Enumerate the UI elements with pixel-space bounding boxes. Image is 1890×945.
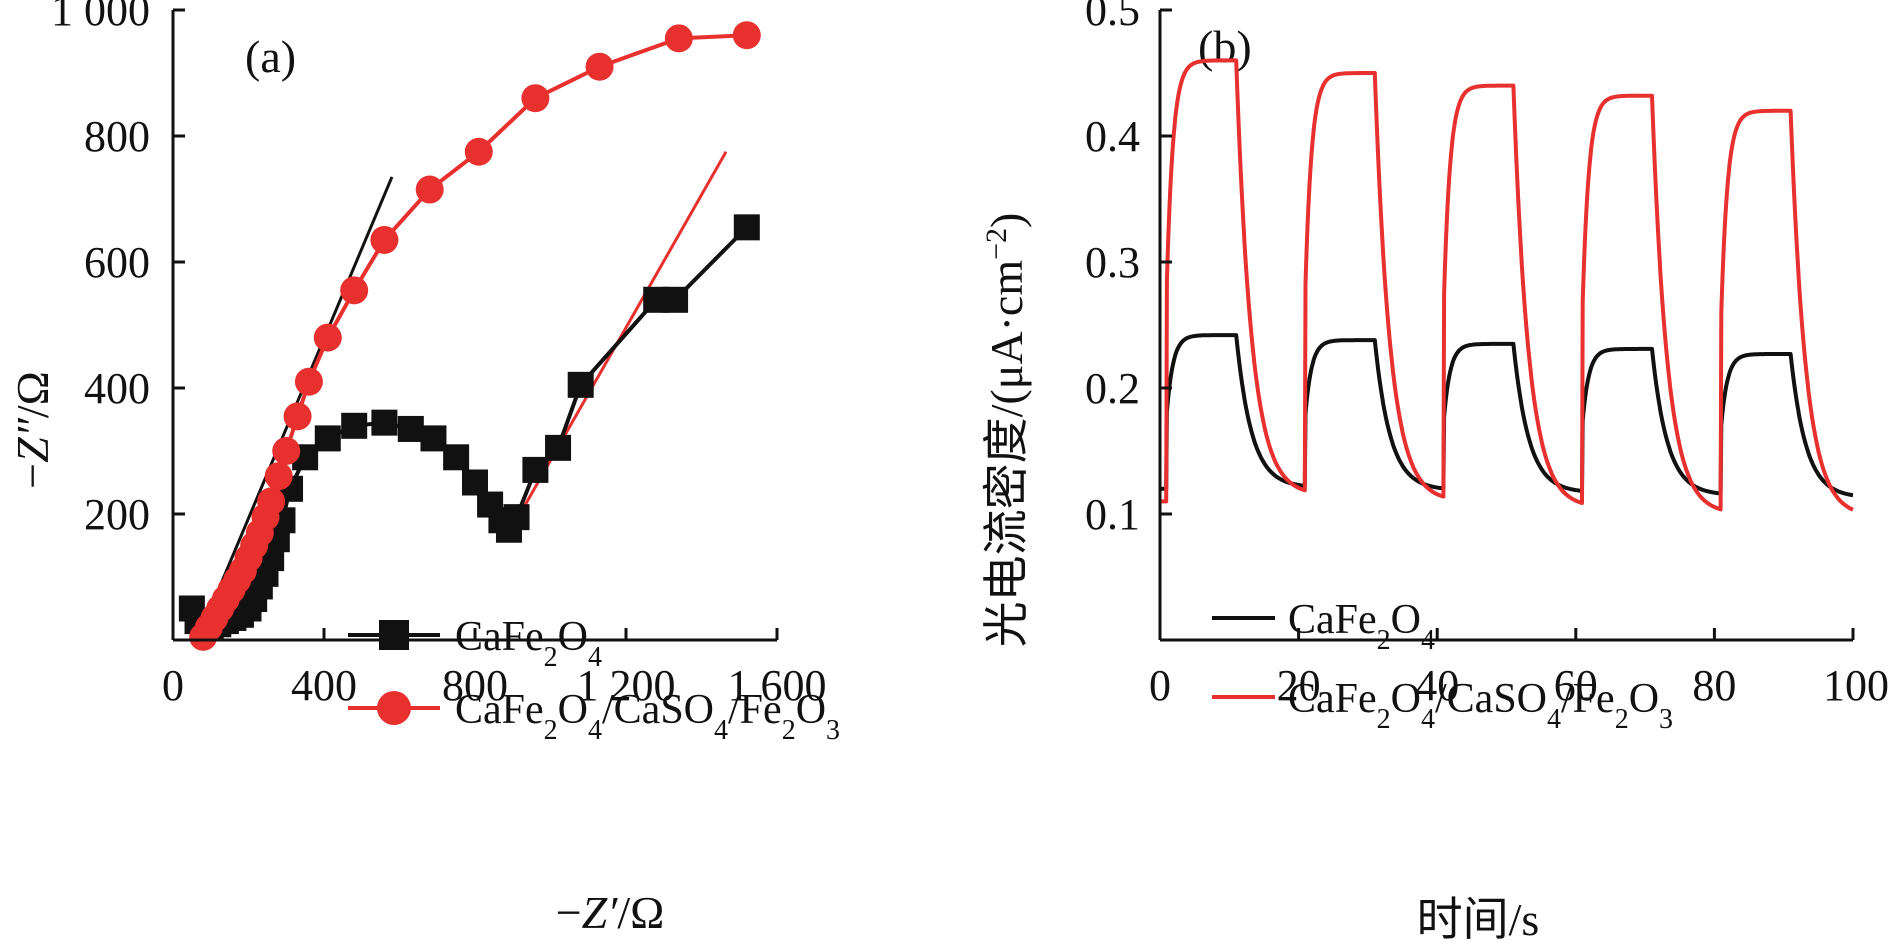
y-tick-label-b: 0.5 bbox=[1085, 0, 1140, 35]
legend-a-label-1: CaFe2O4 bbox=[455, 614, 602, 673]
data-point bbox=[464, 137, 493, 166]
x-tick-label-a: 400 bbox=[291, 661, 357, 710]
series-b-2 bbox=[1158, 58, 1855, 512]
chart-panel-a: (a) 0 400 800 1 200 1 600 200 400 600 800 1 000 C… bbox=[7, 0, 840, 938]
x-axis-title-b: 时间/s bbox=[1417, 894, 1540, 945]
series-a-2 bbox=[189, 21, 761, 651]
data-point bbox=[662, 286, 689, 313]
data-point bbox=[264, 462, 293, 491]
data-point bbox=[272, 437, 301, 465]
data-point bbox=[415, 175, 444, 204]
x-tick-label-b: 20 bbox=[1277, 661, 1321, 710]
y-axis-title-b: 光电流密度/(μA·cm−2) bbox=[980, 213, 1033, 648]
x-axis-title-a: −Z′/Ω bbox=[556, 887, 665, 938]
y-tick-label-a: 800 bbox=[84, 112, 150, 161]
x-tick-label-b: 0 bbox=[1149, 661, 1171, 710]
data-point bbox=[545, 434, 572, 461]
data-point bbox=[420, 425, 447, 452]
x-tick-label-a: 1 600 bbox=[728, 661, 827, 710]
legend-b: CaFe2O4 CaFe2O4/CaSO4/Fe2O3 bbox=[1212, 597, 1673, 735]
data-point bbox=[522, 456, 549, 483]
data-point bbox=[733, 214, 760, 241]
data-point bbox=[732, 21, 761, 50]
data-point bbox=[503, 504, 530, 531]
panel-b-label: (b) bbox=[1198, 21, 1252, 72]
y-tick-label-a: 600 bbox=[84, 238, 150, 287]
data-point bbox=[664, 24, 693, 53]
data-point bbox=[443, 444, 470, 471]
data-point bbox=[257, 487, 286, 516]
data-point bbox=[314, 425, 341, 452]
series-a-1 bbox=[178, 214, 760, 641]
legend-a: CaFe2O4 CaFe2O4/CaSO4/Fe2O3 bbox=[348, 614, 840, 746]
x-tick-label-b: 100 bbox=[1823, 661, 1889, 710]
y-tick-label-b: 0.2 bbox=[1085, 364, 1140, 413]
data-point bbox=[567, 371, 594, 398]
y-tick-label-a: 1 000 bbox=[51, 0, 150, 35]
x-tick-label-b: 60 bbox=[1554, 661, 1598, 710]
data-point bbox=[341, 412, 368, 439]
y-tick-label-a: 200 bbox=[84, 490, 150, 539]
y-tick-label-b: 0.3 bbox=[1085, 238, 1140, 287]
x-tick-label-a: 1 200 bbox=[577, 661, 676, 710]
panel-a-label: (a) bbox=[245, 31, 296, 82]
legend-b-label-2: CaFe2O4/CaSO4/Fe2O3 bbox=[1288, 676, 1673, 735]
x-tick-label-b: 40 bbox=[1415, 661, 1459, 710]
y-tick-label-a: 400 bbox=[84, 364, 150, 413]
series-b-1 bbox=[1158, 333, 1855, 498]
data-point bbox=[283, 402, 312, 431]
data-point bbox=[294, 367, 323, 396]
legend-a-label-2: CaFe2O4/CaSO4/Fe2O3 bbox=[455, 687, 840, 746]
data-point bbox=[397, 415, 424, 442]
x-tick-label-a: 0 bbox=[162, 661, 184, 710]
data-point bbox=[313, 323, 342, 352]
chart-panel-b: (b) 0 20 40 60 80 100 0.1 0.2 0.3 0.4 0.5 CaFe2O4 … bbox=[980, 0, 1890, 945]
x-tick-label-b: 80 bbox=[1692, 661, 1736, 710]
data-point bbox=[521, 84, 550, 113]
data-point bbox=[371, 409, 398, 436]
y-axis-title-a: −Z″/Ω bbox=[7, 371, 58, 489]
data-point bbox=[462, 469, 488, 496]
x-tick-label-a: 800 bbox=[442, 661, 508, 710]
legend-b-label-1: CaFe2O4 bbox=[1288, 597, 1435, 656]
data-point bbox=[340, 276, 369, 305]
y-tick-label-b: 0.1 bbox=[1085, 490, 1140, 539]
data-point bbox=[370, 225, 399, 254]
legend-a-marker-2 bbox=[377, 691, 411, 725]
legend-a-marker-1 bbox=[379, 620, 409, 650]
y-tick-label-b: 0.4 bbox=[1085, 112, 1140, 161]
data-point bbox=[585, 52, 614, 81]
